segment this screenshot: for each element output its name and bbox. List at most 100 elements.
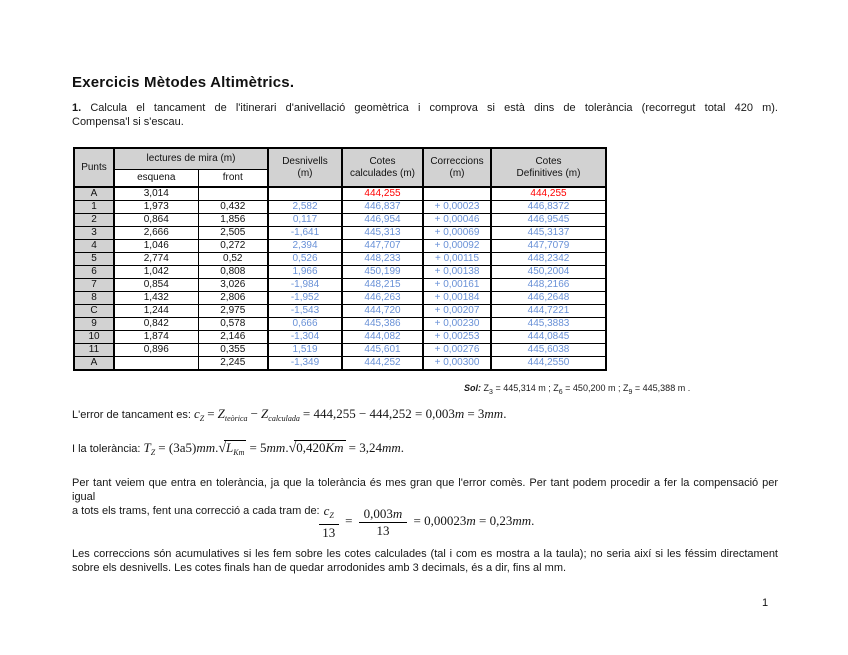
header-cotes-definitives-line1: Cotes <box>535 155 562 167</box>
radicand-lkm: LKm <box>224 440 247 457</box>
math-var-z-calculada: Z <box>261 406 269 421</box>
closure-error-line: L'error de tancament es: cZ = Zteòrica −… <box>72 406 506 423</box>
cell-punt: 3 <box>73 226 115 240</box>
cell-esquena <box>113 356 199 371</box>
table-row: 5 2,774 0,52 0,526 448,233 + 0,00115 448,2342 <box>73 252 607 266</box>
table-row: 2 0,864 1,856 0,117 446,954 + 0,00046 446,9545 <box>73 213 607 227</box>
math-unit-mm: mm <box>381 440 401 455</box>
intro-line2: Compensa'l si s'escau. <box>72 116 184 128</box>
cell-cota-calculada: 445,313 <box>341 226 424 240</box>
cell-cota-definitiva: 444,2550 <box>490 356 607 371</box>
fraction-denominator: 13 <box>376 522 390 538</box>
header-esquena: esquena <box>113 169 199 188</box>
page-number: 1 <box>762 597 769 609</box>
cell-correccio: + 0,00253 <box>422 330 492 344</box>
cell-front <box>197 186 269 201</box>
cell-cota-definitiva: 444,0845 <box>490 330 607 344</box>
corrections-paragraph-line1: Les correccions són acumulatives si les … <box>72 548 778 560</box>
cell-esquena: 1,432 <box>113 291 199 305</box>
table-row: 7 0,854 3,026 -1,984 448,215 + 0,00161 448,216… <box>73 278 607 292</box>
header-punts: Punts <box>73 147 115 188</box>
cell-front: 0,578 <box>197 317 269 331</box>
corrections-paragraph: Les correccions són acumulatives si les … <box>72 547 778 575</box>
cell-cota-definitiva: 446,2648 <box>490 291 607 305</box>
tolerance-paragraph-line2: a tots els trams, fent una correcció a c… <box>72 505 320 517</box>
math-expression: = 3,24 <box>348 440 382 455</box>
sqrt-icon: √ <box>288 441 297 456</box>
table-row: C 1,244 2,975 -1,543 444,720 + 0,00207 444,722… <box>73 304 607 318</box>
table-row: 6 1,042 0,808 1,966 450,199 + 0,00138 450,2004 <box>73 265 607 279</box>
math-sub: calculada <box>268 414 300 423</box>
math-sub: teòrica <box>224 414 248 423</box>
cell-front: 0,272 <box>197 239 269 253</box>
cell-front: 3,026 <box>197 278 269 292</box>
math-var-c: c <box>193 406 200 421</box>
cell-punt: 4 <box>73 239 115 253</box>
cell-esquena: 0,896 <box>113 343 199 357</box>
math-sub: Z <box>150 448 156 457</box>
cell-punt: 10 <box>73 330 115 344</box>
cell-cota-calculada: 448,215 <box>341 278 424 292</box>
fraction-cz-over-13: cZ 13 <box>318 504 339 540</box>
header-cotes-calculades-line2: calculades (m) <box>349 167 416 179</box>
solution-z3-value: = 445,314 m ; <box>495 383 551 393</box>
cell-correccio: + 0,00092 <box>422 239 492 253</box>
math-dot: . <box>215 440 219 455</box>
math-expression: = 0,23 <box>479 512 513 528</box>
table-body: A 3,014 444,255 444,255 1 1,973 0,432 2,582 446,… <box>73 186 607 371</box>
compensation-formula: cZ 13 = 0,003m 13 = 0,00023m = 0,23mm. <box>72 504 778 540</box>
tolerance-line: I la tolerància: TZ = (3a5)mm.√LKm = 5mm… <box>72 440 404 458</box>
table-row: 4 1,046 0,272 2,394 447,707 + 0,00092 447,7079 <box>73 239 607 253</box>
header-cotes-definitives: Cotes Definitives (m) <box>490 147 607 188</box>
cell-correccio: + 0,00161 <box>422 278 492 292</box>
cell-front: 1,856 <box>197 213 269 227</box>
cell-cota-calculada: 444,255 <box>341 186 424 201</box>
solution-prefix: Sol: <box>464 383 481 393</box>
cell-desnivell: 2,582 <box>267 200 343 214</box>
header-correccions: Correccions (m) <box>422 147 492 188</box>
math-unit-mm: mm <box>512 512 532 528</box>
cell-cota-calculada: 444,252 <box>341 356 424 371</box>
cell-cota-definitiva: 444,255 <box>490 186 607 201</box>
cell-desnivell <box>267 186 343 201</box>
math-unit-mm: mm <box>266 440 286 455</box>
cell-cota-calculada: 444,720 <box>341 304 424 318</box>
cell-cota-definitiva: 450,2004 <box>490 265 607 279</box>
cell-front: 2,505 <box>197 226 269 240</box>
cell-cota-calculada: 446,954 <box>341 213 424 227</box>
cell-correccio: + 0,00184 <box>422 291 492 305</box>
math-unit-m: m <box>466 512 476 528</box>
cell-front: 2,806 <box>197 291 269 305</box>
cell-front: 0,52 <box>197 252 269 266</box>
cell-cota-calculada: 447,707 <box>341 239 424 253</box>
cell-esquena: 2,774 <box>113 252 199 266</box>
cell-correccio: + 0,00300 <box>422 356 492 371</box>
solution-note: Sol: Z3 = 445,314 m ; Z6 = 450,200 m ; Z… <box>464 383 690 396</box>
math-var-T: T <box>143 440 151 455</box>
math-expression: = 444,255 − 444,252 = 0,003 <box>302 406 455 421</box>
cell-esquena: 0,864 <box>113 213 199 227</box>
cell-esquena: 0,854 <box>113 278 199 292</box>
cell-cota-definitiva: 446,8372 <box>490 200 607 214</box>
table-header: Punts lectures de mira (m) Desnivells (m… <box>73 147 607 188</box>
cell-punt: 6 <box>73 265 115 279</box>
cell-correccio: + 0,00207 <box>422 304 492 318</box>
table-row: 8 1,432 2,806 -1,952 446,263 + 0,00184 446,264… <box>73 291 607 305</box>
intro-paragraph: 1. Calcula el tancament de l'itinerari d… <box>72 101 778 129</box>
cell-desnivell: 0,526 <box>267 252 343 266</box>
math-sub: Z <box>199 414 205 423</box>
cell-punt: 5 <box>73 252 115 266</box>
cell-desnivell: -1,304 <box>267 330 343 344</box>
math-var-z-teorica: Z <box>217 406 225 421</box>
cell-esquena: 1,874 <box>113 330 199 344</box>
solution-z6-value: = 450,200 m ; <box>565 383 621 393</box>
closure-error-label: L'error de tancament es: <box>72 409 191 421</box>
math-dot: . <box>285 440 289 455</box>
cell-correccio: + 0,00230 <box>422 317 492 331</box>
cell-cota-calculada: 446,263 <box>341 291 424 305</box>
fraction-0003m-over-13: 0,003m 13 <box>358 506 408 538</box>
cell-cota-definitiva: 448,2342 <box>490 252 607 266</box>
cell-front: 0,432 <box>197 200 269 214</box>
header-front: front <box>197 169 269 188</box>
